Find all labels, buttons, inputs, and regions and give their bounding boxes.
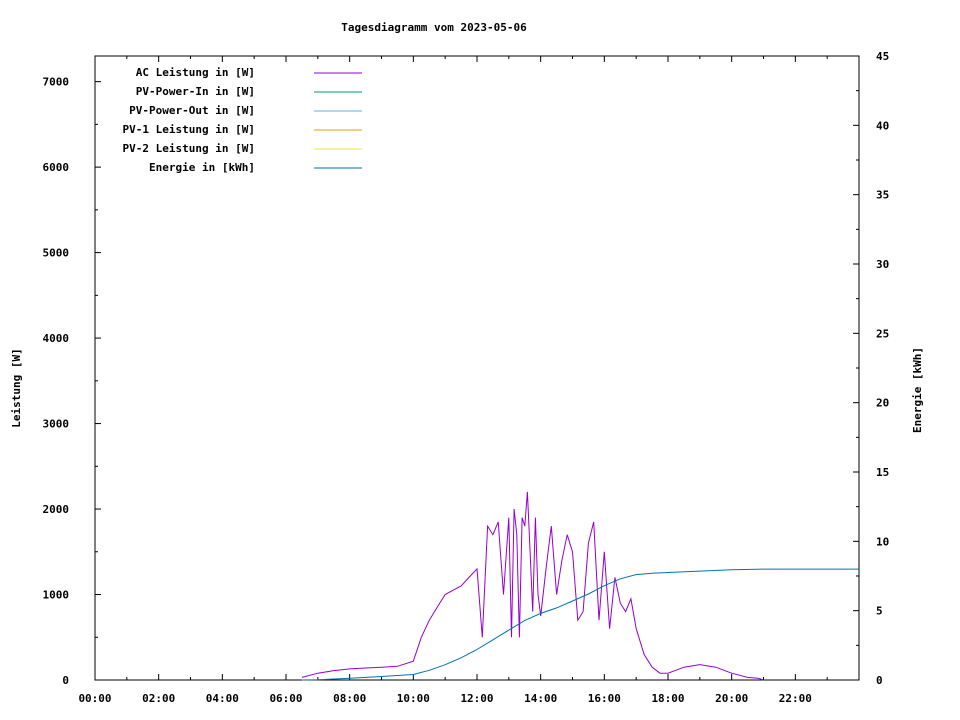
x-tick-label: 06:00 [269, 692, 302, 705]
x-tick-label: 02:00 [142, 692, 175, 705]
x-tick-label: 22:00 [779, 692, 812, 705]
y-tick-label: 3000 [43, 418, 70, 431]
y-tick-label: 2000 [43, 503, 70, 516]
legend-label: Energie in [kWh] [149, 161, 255, 174]
y2-tick-label: 5 [876, 605, 883, 618]
legend-label: PV-1 Leistung in [W] [123, 123, 255, 136]
series-line-5 [301, 568, 859, 681]
series-line-0 [301, 491, 764, 681]
y-axis-left-label: Leistung [W] [10, 348, 23, 427]
chart-title: Tagesdiagramm vom 2023-05-06 [341, 21, 527, 34]
legend: AC Leistung in [W] PV-Power-In in [W] PV-P… [123, 66, 362, 174]
legend-label: PV-Power-In in [W] [136, 85, 255, 98]
x-tick-label: 20:00 [715, 692, 748, 705]
y2-tick-label: 35 [876, 189, 889, 202]
y-axis-right-label: Energie [kWh] [911, 347, 924, 433]
x-tick-label: 12:00 [460, 692, 493, 705]
legend-label: PV-Power-Out in [W] [129, 104, 255, 117]
y-tick-label: 7000 [43, 76, 70, 89]
y2-tick-label: 45 [876, 50, 889, 63]
x-tick-label: 18:00 [651, 692, 684, 705]
x-axis: 00:00 02:00 04:00 06:00 08:00 10:00 12:00 14:00… [78, 56, 828, 705]
y-tick-label: 6000 [43, 161, 70, 174]
x-tick-label: 04:00 [206, 692, 239, 705]
y2-tick-label: 10 [876, 535, 889, 548]
y-tick-label: 0 [62, 674, 69, 687]
y2-tick-label: 40 [876, 119, 889, 132]
x-tick-label: 00:00 [78, 692, 111, 705]
x-tick-label: 08:00 [333, 692, 366, 705]
y2-tick-label: 25 [876, 327, 889, 340]
y2-tick-label: 30 [876, 258, 889, 271]
y-tick-label: 4000 [43, 332, 70, 345]
legend-label: AC Leistung in [W] [136, 66, 255, 79]
series-group [301, 491, 859, 681]
y2-tick-label: 0 [876, 674, 883, 687]
y2-tick-label: 15 [876, 466, 889, 479]
x-tick-label: 16:00 [588, 692, 621, 705]
x-tick-label: 14:00 [524, 692, 557, 705]
legend-label: PV-2 Leistung in [W] [123, 142, 255, 155]
y-tick-label: 1000 [43, 589, 70, 602]
y-axis-left: 0 1000 2000 3000 4000 5000 6000 7000 [43, 76, 101, 687]
y-axis-right: 0 5 10 15 20 25 30 35 40 45 [853, 50, 889, 687]
x-tick-label: 10:00 [397, 692, 430, 705]
y2-tick-label: 20 [876, 397, 889, 410]
y-tick-label: 5000 [43, 247, 70, 260]
